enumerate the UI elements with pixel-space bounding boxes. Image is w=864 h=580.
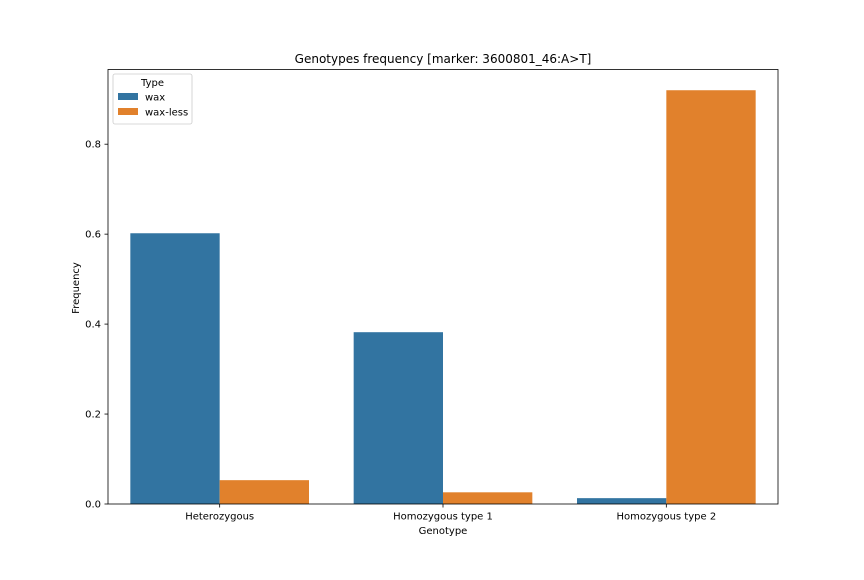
bar-wax-1 xyxy=(353,332,443,504)
bar-wax-less-0 xyxy=(219,480,309,504)
legend-label-wax-less: wax-less xyxy=(145,108,188,119)
bar-wax-less-1 xyxy=(443,492,533,504)
x-axis: Heterozygous Homozygous type 1 Homozygous … xyxy=(185,504,716,523)
y-axis-label: Frequency xyxy=(71,262,82,314)
x-axis-label: Genotype xyxy=(419,526,468,537)
legend-swatch-wax-less xyxy=(118,108,138,115)
legend-title: Type xyxy=(140,78,164,89)
bar-wax-0 xyxy=(130,233,220,504)
legend: Type wax wax-less xyxy=(112,73,193,125)
x-tick-label: Homozygous type 1 xyxy=(393,512,493,523)
chart-title: Genotypes frequency [marker: 3600801_46:… xyxy=(295,52,592,66)
y-tick-label: 0.6 xyxy=(85,230,101,241)
x-tick-label: Homozygous type 2 xyxy=(616,512,716,523)
y-tick-label: 0.8 xyxy=(85,140,101,151)
y-axis: 0.0 0.2 0.4 0.6 0.8 xyxy=(85,140,108,511)
bar-wax-2 xyxy=(577,498,667,504)
legend-label-wax: wax xyxy=(145,93,165,104)
y-tick-label: 0.0 xyxy=(85,500,101,511)
bars-layer xyxy=(130,90,756,504)
legend-entries: wax wax-less xyxy=(118,93,188,119)
legend-swatch-wax xyxy=(118,93,138,100)
y-tick-label: 0.2 xyxy=(85,410,101,421)
bar-wax-less-2 xyxy=(666,90,756,504)
y-tick-label: 0.4 xyxy=(85,320,101,331)
x-tick-label: Heterozygous xyxy=(185,512,254,523)
